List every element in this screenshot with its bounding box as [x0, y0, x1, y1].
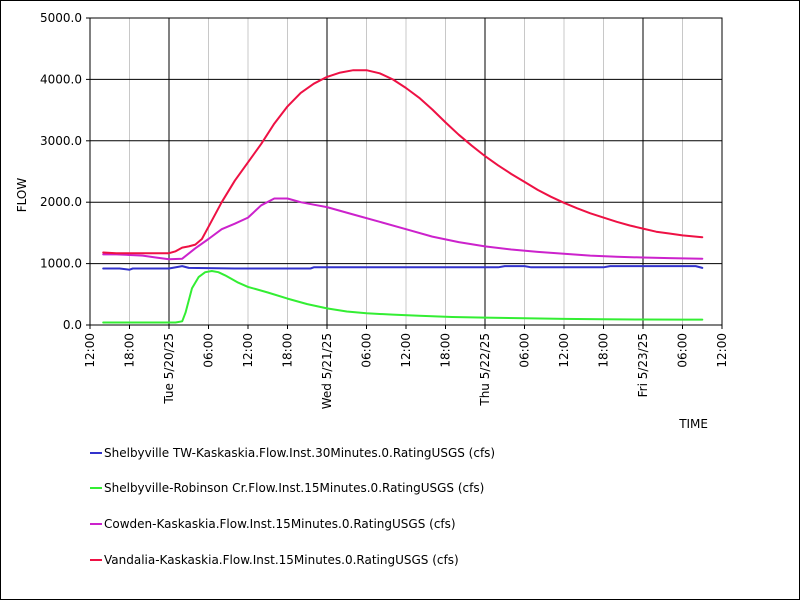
x-tick-label: 06:00 [202, 333, 216, 368]
x-tick-label: 12:00 [241, 333, 255, 368]
x-tick-label: 06:00 [360, 333, 374, 368]
y-axis-ticks: 0.0 1000.0 2000.0 3000.0 4000.0 5000.0 [40, 11, 90, 332]
major-gridlines [90, 18, 722, 325]
series-line-0 [102, 265, 704, 271]
x-tick-label: 18:00 [597, 333, 611, 368]
legend-swatch [90, 559, 102, 561]
x-tick-label: Thu 5/22/25 [478, 333, 492, 407]
x-tick-label: 18:00 [123, 333, 137, 368]
x-tick-label: 18:00 [281, 333, 295, 368]
x-tick-label: 12:00 [83, 333, 97, 368]
x-axis-label: TIME [678, 417, 708, 431]
series-line-3 [102, 69, 704, 255]
minor-gridlines [129, 18, 683, 325]
y-tick-label: 2000.0 [40, 195, 82, 209]
legend-label: Cowden-Kaskaskia.Flow.Inst.15Minutes.0.R… [104, 517, 456, 531]
legend-swatch [90, 452, 102, 454]
x-tick-label: 12:00 [399, 333, 413, 368]
legend-item-vandalia: Vandalia-Kaskaskia.Flow.Inst.15Minutes.0… [90, 552, 459, 568]
x-tick-label: 12:00 [715, 333, 729, 368]
legend-label: Vandalia-Kaskaskia.Flow.Inst.15Minutes.0… [104, 553, 459, 567]
y-tick-label: 4000.0 [40, 72, 82, 86]
legend-swatch [90, 523, 102, 525]
y-axis-label: FLOW [15, 178, 29, 213]
series-lines [102, 69, 704, 324]
legend-item-cowden: Cowden-Kaskaskia.Flow.Inst.15Minutes.0.R… [90, 516, 456, 532]
series-line-2 [102, 197, 704, 261]
x-tick-label: 06:00 [676, 333, 690, 368]
legend-swatch [90, 487, 102, 489]
y-tick-label: 5000.0 [40, 11, 82, 25]
x-tick-label: Tue 5/20/25 [162, 333, 176, 405]
legend-item-shelbyville-tw: Shelbyville TW-Kaskaskia.Flow.Inst.30Min… [90, 445, 495, 461]
x-tick-label: 06:00 [518, 333, 532, 368]
x-tick-label: 18:00 [439, 333, 453, 368]
series-line-1 [102, 270, 704, 324]
legend-item-shelbyville-robinson: Shelbyville-Robinson Cr.Flow.Inst.15Minu… [90, 480, 484, 496]
legend-label: Shelbyville-Robinson Cr.Flow.Inst.15Minu… [104, 481, 485, 495]
x-tick-label: 12:00 [557, 333, 571, 368]
y-tick-label: 3000.0 [40, 134, 82, 148]
y-tick-label: 0.0 [63, 318, 82, 332]
legend-label: Shelbyville TW-Kaskaskia.Flow.Inst.30Min… [104, 446, 496, 460]
x-tick-label: Fri 5/23/25 [636, 333, 650, 397]
y-tick-label: 1000.0 [40, 257, 82, 271]
x-axis-ticks: 12:00 18:00 Tue 5/20/25 06:00 12:00 18:00 Wed … [83, 325, 729, 409]
x-tick-label: Wed 5/21/25 [320, 333, 334, 409]
